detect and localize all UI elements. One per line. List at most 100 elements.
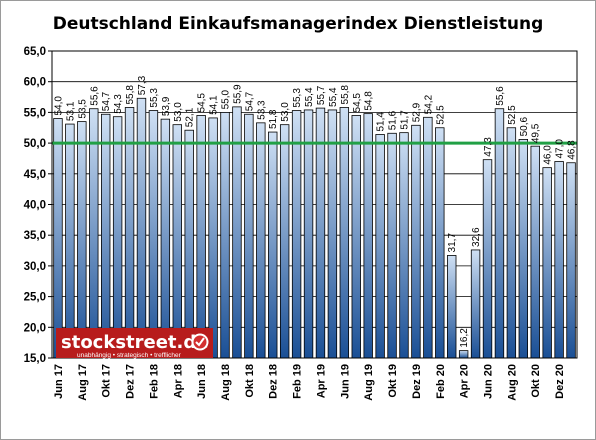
x-tick-label: Feb 20 (435, 364, 447, 399)
data-label: 51,4 (376, 112, 387, 132)
check-icon (191, 333, 209, 351)
data-label: 51,8 (268, 109, 279, 129)
bar (53, 118, 63, 359)
y-tick-label: 20,0 (24, 322, 46, 334)
y-tick-label: 25,0 (24, 292, 46, 304)
x-tick-label: Feb 18 (148, 364, 160, 399)
y-tick-label: 50,0 (24, 138, 46, 150)
bar (160, 118, 171, 359)
x-tick-label: Okt 20 (530, 364, 542, 398)
bar (506, 127, 517, 359)
bar (220, 112, 230, 359)
bar (148, 110, 159, 359)
data-label: 55,4 (328, 87, 339, 107)
bar (554, 161, 564, 359)
bar (315, 107, 326, 359)
data-label: 51,7 (399, 110, 410, 130)
data-label: 32,6 (471, 227, 482, 247)
bar (268, 131, 278, 359)
data-label: 50,6 (519, 117, 530, 137)
x-tick-label: Dez 20 (554, 364, 566, 399)
data-label: 53,0 (280, 102, 291, 122)
plot-border (51, 50, 578, 359)
bar (351, 115, 361, 359)
y-tick-label: 30,0 (24, 261, 46, 273)
bar (530, 145, 540, 359)
logo-background (56, 328, 213, 358)
x-tick-label: Jun 18 (196, 364, 208, 399)
data-label: 54,7 (244, 91, 255, 111)
data-label: 53,1 (65, 101, 76, 121)
data-label: 53,3 (256, 100, 267, 120)
bar (470, 249, 481, 359)
data-label: 16,2 (459, 328, 470, 348)
bar (77, 121, 87, 359)
data-label: 55,6 (495, 86, 506, 106)
data-label: 55,6 (89, 86, 100, 106)
x-tick-label: Dez 17 (125, 364, 137, 399)
x-tick-label: Aug 20 (506, 364, 518, 401)
y-tick-label: 65,0 (24, 46, 46, 58)
bar (482, 159, 493, 359)
bar (518, 139, 529, 359)
bar (303, 109, 314, 359)
bar (363, 113, 373, 359)
bar (256, 122, 266, 359)
data-label: 47,3 (483, 137, 494, 157)
bar (196, 115, 206, 359)
bar (184, 129, 194, 359)
data-label: 49,5 (531, 123, 542, 143)
data-label: 51,6 (388, 110, 399, 130)
bar (279, 124, 290, 359)
bar (339, 107, 350, 359)
bar (112, 116, 123, 359)
data-label: 46,8 (567, 140, 578, 160)
x-tick-label: Jun 20 (483, 364, 495, 399)
data-label: 53,0 (173, 102, 184, 122)
bar (375, 134, 385, 359)
data-label: 54,2 (423, 94, 434, 114)
x-tick-label: Aug 18 (220, 364, 232, 401)
data-label: 47,0 (555, 139, 566, 159)
plot-area: 15,0 20,0 25,0 30,0 35,0 40,0 45,0 50,0 55,0 60,0… (24, 46, 578, 401)
x-tick-label: Okt 18 (244, 364, 256, 398)
data-label: 55,3 (292, 88, 303, 108)
data-label: 31,7 (447, 233, 458, 253)
data-label: 55,4 (304, 87, 315, 107)
data-labels: 54,0 53,1 53,555,6 54,7 54,3 55,8 57,355,3 53,9… (53, 75, 577, 347)
logo-tagline: unabhängig • strategisch • trefflicher (77, 352, 182, 359)
data-label: 57,3 (137, 75, 148, 95)
data-label: 55,0 (221, 89, 232, 109)
data-label: 52,1 (185, 107, 196, 127)
data-label: 55,8 (125, 85, 136, 105)
bar (291, 110, 302, 359)
bar (458, 350, 469, 359)
y-tick-label: 45,0 (24, 169, 46, 181)
bar (435, 127, 445, 359)
bar (411, 124, 421, 359)
data-label: 54,5 (197, 93, 208, 113)
data-label: 55,7 (316, 85, 327, 105)
bar (566, 162, 576, 359)
bar (172, 124, 182, 359)
logo-text: stockstreet.de (61, 332, 208, 353)
x-tick-label: Aug 19 (363, 364, 375, 401)
bar (542, 167, 552, 359)
data-label: 55,8 (340, 85, 351, 105)
bar (387, 132, 397, 359)
bar (447, 255, 457, 359)
bar (208, 117, 218, 359)
data-label: 52,5 (435, 105, 446, 125)
x-tick-label: Dez 18 (268, 364, 280, 399)
data-label: 55,9 (232, 84, 243, 104)
y-tick-label: 40,0 (24, 200, 46, 212)
bar (65, 123, 75, 359)
y-tick-label: 55,0 (24, 107, 46, 119)
x-tick-label: Feb 19 (292, 364, 304, 399)
x-tick-label: Okt 19 (387, 364, 399, 398)
x-tick-label: Jun 19 (339, 364, 351, 399)
x-tick-label: Dez 19 (411, 364, 423, 399)
data-label: 46,0 (543, 145, 554, 165)
